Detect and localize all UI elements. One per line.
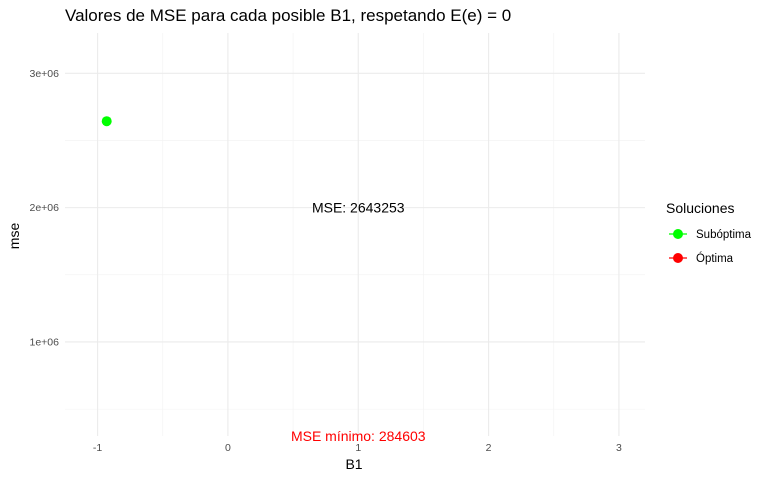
x-tick-labels: -1 0 1 2 3 (93, 442, 622, 454)
x-tick-label: 1 (355, 442, 361, 454)
legend-key-point (673, 229, 683, 239)
legend: Soluciones Subóptima Óptima (666, 200, 752, 265)
legend-key-point (673, 253, 683, 263)
legend-label: Subóptima (696, 229, 752, 241)
annotations: MSE: 2643253 MSE mínimo: 284603 (291, 200, 426, 444)
data-point (101, 116, 112, 127)
data-points (101, 116, 112, 127)
x-tick-label: 2 (486, 442, 492, 454)
mse-annotation: MSE mínimo: 284603 (291, 428, 426, 444)
minor-gridlines (65, 33, 645, 436)
legend-title: Soluciones (666, 200, 735, 216)
major-gridlines (65, 33, 645, 436)
y-tick-labels: 1e+06 2e+06 3e+06 (30, 68, 60, 349)
x-tick-label: -1 (93, 442, 102, 454)
chart-title: Valores de MSE para cada posible B1, res… (65, 6, 511, 25)
x-axis-title: B1 (345, 456, 362, 472)
y-tick-label: 2e+06 (30, 202, 60, 214)
x-tick-label: 0 (225, 442, 231, 454)
y-tick-label: 1e+06 (30, 336, 60, 348)
legend-label: Óptima (696, 252, 734, 265)
mse-annotation: MSE: 2643253 (312, 200, 405, 216)
x-tick-label: 3 (616, 442, 622, 454)
y-axis-title: mse (6, 223, 22, 250)
y-tick-label: 3e+06 (30, 68, 60, 80)
